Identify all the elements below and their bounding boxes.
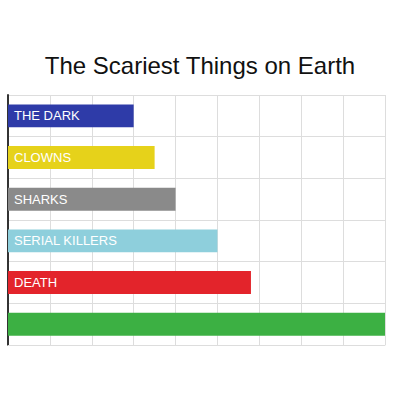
svg-text:SERIAL KILLERS: SERIAL KILLERS	[14, 233, 117, 248]
svg-text:DEATH: DEATH	[14, 275, 57, 290]
svg-text:THE DARK: THE DARK	[14, 108, 80, 123]
svg-text:SHARKS: SHARKS	[14, 192, 68, 207]
svg-text:CLOWNS: CLOWNS	[14, 150, 71, 165]
svg-text:The Scariest Things on Earth: The Scariest Things on Earth	[45, 52, 355, 79]
